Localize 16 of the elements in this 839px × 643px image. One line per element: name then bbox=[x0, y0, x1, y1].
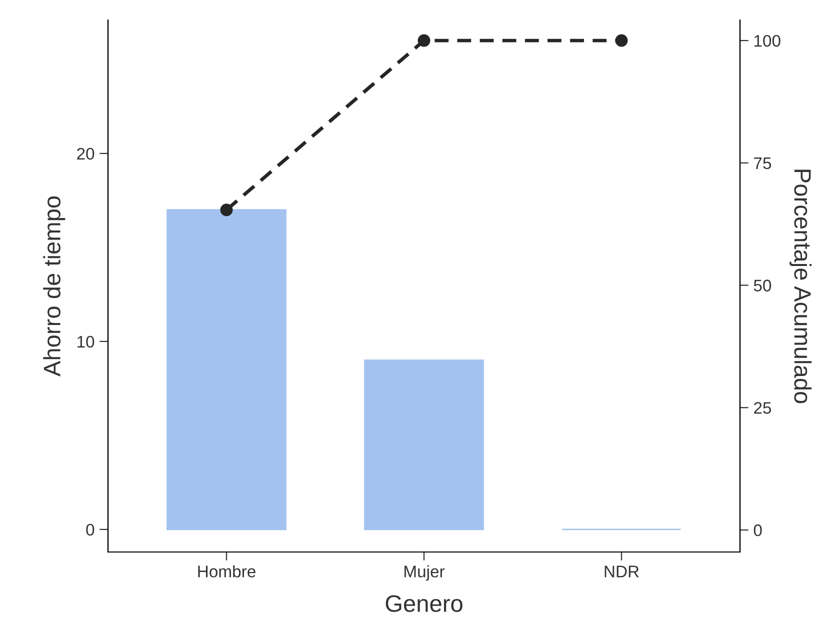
y2-axis-title: Porcentaje Acumulado bbox=[790, 170, 812, 404]
bar bbox=[166, 209, 286, 530]
y-tick-label: 10 bbox=[78, 336, 94, 348]
y2-tick-label: 50 bbox=[754, 280, 772, 292]
y-tick-label: 20 bbox=[77, 148, 94, 160]
y2-tick-label: 100 bbox=[754, 34, 780, 47]
x-tick-label: NDR bbox=[604, 566, 639, 578]
y2-tick-label: 0 bbox=[754, 524, 762, 536]
y2-tick-label: 25 bbox=[754, 402, 772, 414]
y2-tick-label: 75 bbox=[754, 157, 772, 170]
x-tick-label: Hombre bbox=[198, 565, 256, 578]
x-axis-title: Genero bbox=[386, 595, 462, 612]
x-tick-label: Mujer bbox=[404, 565, 445, 581]
y-axis-title: Ahorro de tiempo bbox=[43, 196, 66, 377]
y-tick-label: 0 bbox=[86, 524, 94, 536]
bar bbox=[364, 360, 484, 530]
